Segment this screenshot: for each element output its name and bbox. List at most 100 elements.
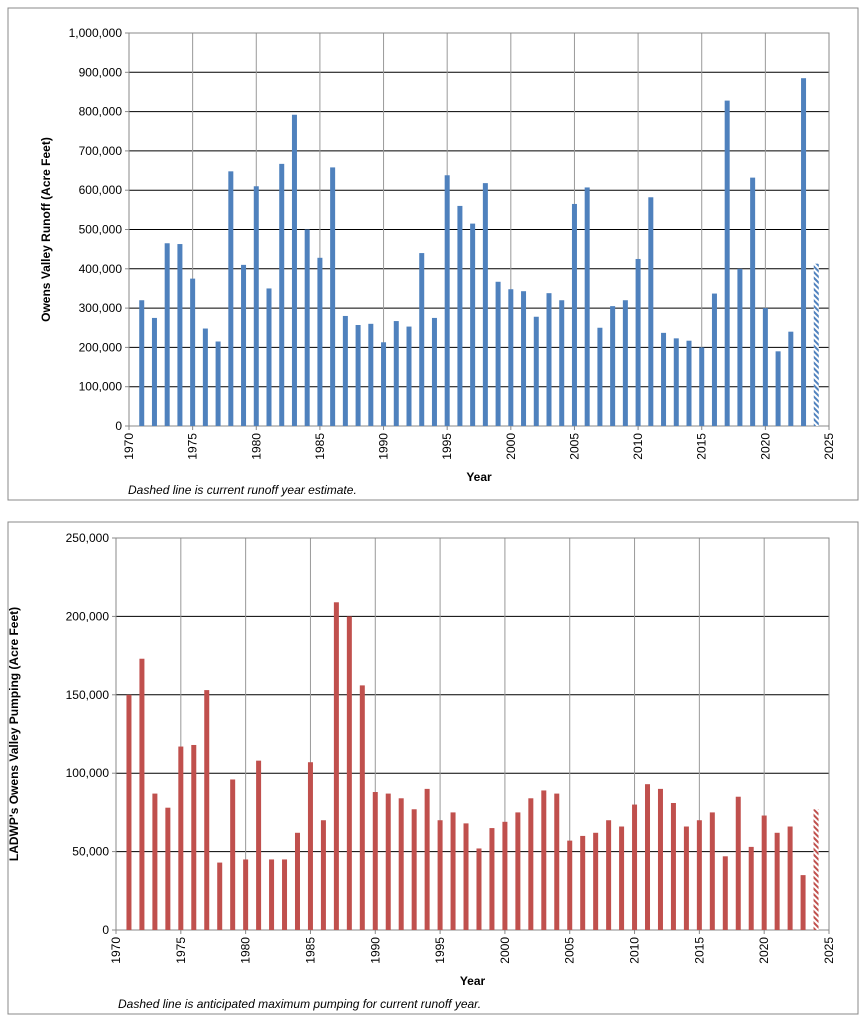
y-tick-label: 0 bbox=[115, 419, 122, 433]
bar bbox=[787, 826, 793, 930]
bar bbox=[533, 316, 539, 426]
plot-frame bbox=[115, 537, 830, 931]
bar bbox=[228, 171, 234, 426]
x-tick-label: 1975 bbox=[174, 937, 188, 964]
bar bbox=[619, 826, 625, 930]
bar bbox=[645, 784, 651, 930]
bar bbox=[546, 293, 552, 426]
bar bbox=[750, 177, 756, 426]
x-tick-label: 2020 bbox=[758, 433, 772, 460]
chart-frame bbox=[7, 7, 859, 501]
bar bbox=[424, 788, 430, 930]
bar bbox=[711, 293, 717, 426]
bar bbox=[444, 175, 450, 426]
x-tick-label: 1990 bbox=[377, 433, 391, 460]
bar bbox=[559, 300, 565, 426]
bar bbox=[673, 338, 679, 426]
bar bbox=[584, 187, 590, 426]
y-tick-label: 900,000 bbox=[79, 65, 123, 79]
bar bbox=[215, 341, 221, 426]
x-axis-label: Year bbox=[466, 470, 492, 484]
y-tick-label: 100,000 bbox=[66, 766, 110, 780]
bar bbox=[683, 826, 689, 930]
bar bbox=[202, 328, 208, 426]
x-tick-label: 1980 bbox=[249, 433, 263, 460]
bar bbox=[230, 779, 236, 930]
bar bbox=[495, 281, 501, 426]
bar bbox=[632, 804, 638, 930]
bar bbox=[333, 602, 339, 930]
x-tick-label: 2010 bbox=[628, 937, 642, 964]
bar bbox=[541, 790, 547, 930]
x-tick-label: 1985 bbox=[313, 433, 327, 460]
bar bbox=[304, 229, 310, 426]
bar bbox=[355, 324, 361, 426]
x-tick-label: 2000 bbox=[504, 433, 518, 460]
x-tick-label: 2015 bbox=[692, 937, 706, 964]
bar bbox=[204, 690, 210, 930]
bar bbox=[788, 331, 794, 426]
bar bbox=[253, 186, 259, 426]
bar bbox=[165, 807, 171, 930]
y-tick-label: 600,000 bbox=[79, 183, 123, 197]
y-tick-label: 1,000,000 bbox=[69, 26, 123, 40]
bar bbox=[294, 832, 300, 930]
bar bbox=[450, 812, 456, 930]
bar bbox=[735, 796, 741, 930]
bar bbox=[502, 821, 508, 930]
bar bbox=[398, 798, 404, 930]
bar bbox=[411, 809, 417, 930]
bar bbox=[256, 760, 262, 930]
bar bbox=[597, 327, 603, 426]
x-tick-label: 2005 bbox=[567, 433, 581, 460]
bar bbox=[317, 257, 323, 426]
x-tick-label: 2015 bbox=[695, 433, 709, 460]
bar bbox=[320, 820, 326, 930]
x-axis-label: Year bbox=[460, 974, 486, 988]
y-tick-label: 100,000 bbox=[79, 380, 123, 394]
bar bbox=[761, 815, 767, 930]
bar bbox=[342, 315, 348, 426]
bar bbox=[699, 347, 705, 426]
bar bbox=[521, 291, 527, 426]
bar bbox=[372, 792, 378, 930]
x-tick-label: 1995 bbox=[440, 433, 454, 460]
y-tick-label: 200,000 bbox=[79, 340, 123, 354]
y-axis-label: Owens Valley Runoff (Acre Feet) bbox=[39, 137, 53, 322]
bar bbox=[470, 223, 476, 426]
bar bbox=[610, 306, 616, 426]
bar bbox=[686, 340, 692, 426]
bar bbox=[151, 317, 157, 426]
y-tick-label: 0 bbox=[102, 923, 109, 937]
bar bbox=[359, 685, 365, 930]
bar bbox=[269, 859, 275, 930]
bar bbox=[291, 114, 297, 426]
bar bbox=[177, 244, 183, 426]
bar bbox=[482, 183, 488, 426]
x-tick-label: 1990 bbox=[368, 937, 382, 964]
bar bbox=[515, 812, 521, 930]
bar bbox=[266, 288, 272, 426]
x-tick-label: 1985 bbox=[303, 937, 317, 964]
bar bbox=[528, 798, 534, 930]
x-tick-label: 2025 bbox=[822, 937, 836, 964]
bar bbox=[709, 812, 715, 930]
bar bbox=[580, 835, 586, 930]
x-tick-label: 2025 bbox=[822, 433, 836, 460]
bar bbox=[385, 793, 391, 930]
bar bbox=[457, 205, 463, 426]
bar bbox=[622, 300, 628, 426]
y-tick-label: 400,000 bbox=[79, 262, 123, 276]
y-axis-label: LADWP's Owens Valley Pumping (Acre Feet) bbox=[7, 607, 21, 861]
y-tick-label: 50,000 bbox=[72, 845, 109, 859]
bar bbox=[748, 846, 754, 930]
y-tick-label: 200,000 bbox=[66, 609, 110, 623]
bar bbox=[508, 289, 514, 426]
bar bbox=[567, 840, 573, 930]
bar bbox=[393, 321, 399, 426]
bar bbox=[419, 253, 425, 426]
bar bbox=[190, 278, 196, 426]
bar bbox=[381, 342, 387, 426]
